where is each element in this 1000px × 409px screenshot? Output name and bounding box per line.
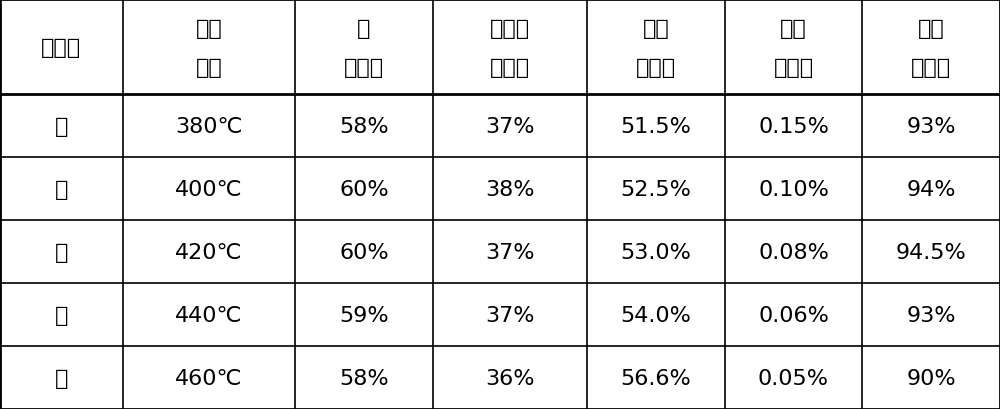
Text: 37%: 37% <box>485 242 535 262</box>
Text: 乙苯: 乙苯 <box>780 18 807 38</box>
Text: 转化率: 转化率 <box>344 58 384 78</box>
Text: 460℃: 460℃ <box>175 368 243 388</box>
Text: 0.05%: 0.05% <box>758 368 829 388</box>
Text: 56.6%: 56.6% <box>620 368 691 388</box>
Text: 51.5%: 51.5% <box>620 116 691 136</box>
Text: 60%: 60% <box>339 242 389 262</box>
Text: 利用率: 利用率 <box>911 58 951 78</box>
Text: 七: 七 <box>55 179 68 199</box>
Text: 九: 九 <box>55 305 68 325</box>
Text: 选择性: 选择性 <box>773 58 814 78</box>
Text: 二甲苯: 二甲苯 <box>490 18 530 38</box>
Text: 温度: 温度 <box>195 58 222 78</box>
Text: 0.15%: 0.15% <box>758 116 829 136</box>
Text: 93%: 93% <box>906 305 956 325</box>
Text: 53.0%: 53.0% <box>620 242 691 262</box>
Text: 60%: 60% <box>339 179 389 199</box>
Text: 440℃: 440℃ <box>175 305 243 325</box>
Text: 反应: 反应 <box>195 18 222 38</box>
Text: 94%: 94% <box>906 179 956 199</box>
Text: 52.5%: 52.5% <box>620 179 691 199</box>
Text: 93%: 93% <box>906 116 956 136</box>
Text: 38%: 38% <box>485 179 535 199</box>
Text: 400℃: 400℃ <box>175 179 243 199</box>
Text: 59%: 59% <box>339 305 389 325</box>
Text: 甲醇: 甲醇 <box>918 18 945 38</box>
Text: 十: 十 <box>55 368 68 388</box>
Text: 苯: 苯 <box>357 18 371 38</box>
Text: 0.10%: 0.10% <box>758 179 829 199</box>
Text: 58%: 58% <box>339 368 389 388</box>
Text: 54.0%: 54.0% <box>620 305 691 325</box>
Text: 0.06%: 0.06% <box>758 305 829 325</box>
Text: 六: 六 <box>55 116 68 136</box>
Text: 380℃: 380℃ <box>175 116 243 136</box>
Text: 420℃: 420℃ <box>175 242 243 262</box>
Text: 37%: 37% <box>485 305 535 325</box>
Text: 八: 八 <box>55 242 68 262</box>
Text: 选择性: 选择性 <box>636 58 676 78</box>
Text: 90%: 90% <box>906 368 956 388</box>
Text: 实施例: 实施例 <box>41 38 81 57</box>
Text: 94.5%: 94.5% <box>896 242 967 262</box>
Text: 58%: 58% <box>339 116 389 136</box>
Text: 37%: 37% <box>485 116 535 136</box>
Text: 36%: 36% <box>485 368 535 388</box>
Text: 0.08%: 0.08% <box>758 242 829 262</box>
Text: 选择性: 选择性 <box>490 58 530 78</box>
Text: 甲苯: 甲苯 <box>642 18 669 38</box>
